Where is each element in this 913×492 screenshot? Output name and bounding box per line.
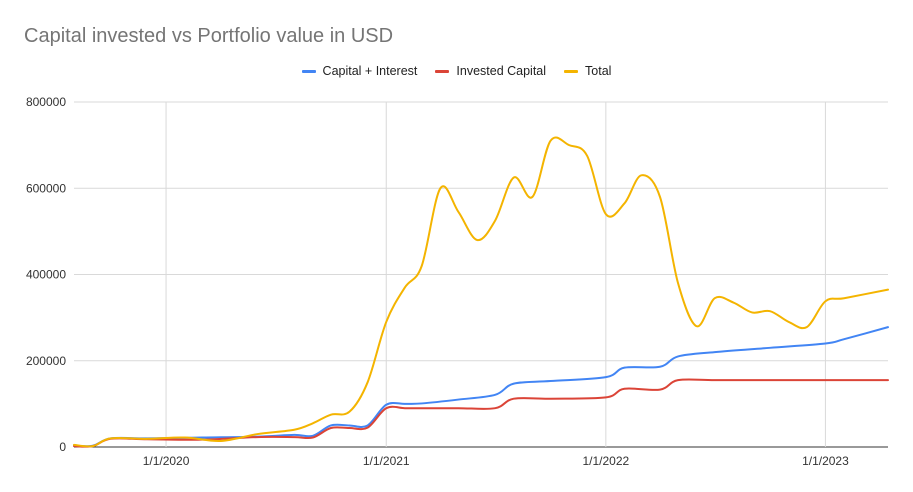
y-axis-ticks: 0 200000 400000 600000 800000 xyxy=(26,95,66,454)
y-tick-label: 200000 xyxy=(26,354,66,368)
y-tick-label: 800000 xyxy=(26,95,66,109)
series-line-invested-capital xyxy=(73,378,889,448)
legend-label-capital-interest: Capital + Interest xyxy=(322,64,418,78)
x-tick-label: 1/1/2020 xyxy=(143,454,190,468)
legend-item-invested-capital[interactable]: Invested Capital xyxy=(435,64,546,78)
legend-item-capital-interest[interactable]: Capital + Interest xyxy=(301,64,418,78)
legend-item-total[interactable]: Total xyxy=(564,64,611,78)
legend-swatch-total xyxy=(564,69,579,73)
x-axis-ticks: 1/1/2020 1/1/2021 1/1/2022 1/1/2023 xyxy=(143,454,849,468)
legend-label-total: Total xyxy=(585,64,612,78)
series-line-total xyxy=(73,136,889,448)
y-tick-label: 600000 xyxy=(26,181,66,195)
y-tick-label: 400000 xyxy=(26,268,66,282)
legend-swatch-invested-capital xyxy=(435,69,450,73)
series-line-capital-interest xyxy=(73,326,889,448)
x-tick-label: 1/1/2022 xyxy=(582,454,629,468)
legend: Capital + Interest Invested Capital Tota… xyxy=(0,64,913,78)
gridlines xyxy=(74,101,888,448)
chart-title: Capital invested vs Portfolio value in U… xyxy=(24,25,394,47)
y-tick-label: 0 xyxy=(59,440,66,454)
x-tick-label: 1/1/2023 xyxy=(802,454,849,468)
legend-label-invested-capital: Invested Capital xyxy=(456,64,547,78)
series-lines xyxy=(73,136,889,448)
x-tick-label: 1/1/2021 xyxy=(363,454,410,468)
legend-swatch-capital-interest xyxy=(301,69,316,73)
